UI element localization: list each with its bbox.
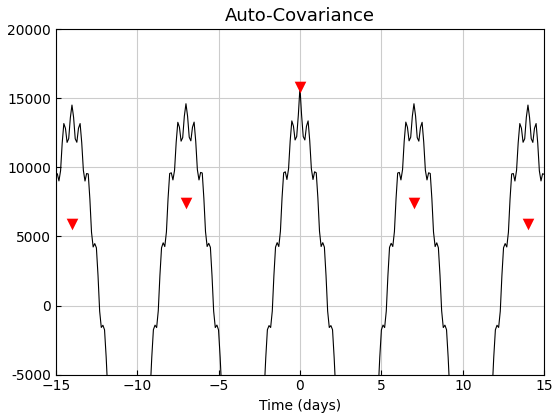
Point: [296, 84, 305, 91]
X-axis label: Time (days): Time (days): [259, 399, 341, 413]
Point: [68, 220, 77, 227]
Point: [409, 200, 418, 207]
Title: Auto-Covariance: Auto-Covariance: [225, 7, 375, 25]
Point: [524, 220, 533, 227]
Point: [181, 200, 190, 207]
